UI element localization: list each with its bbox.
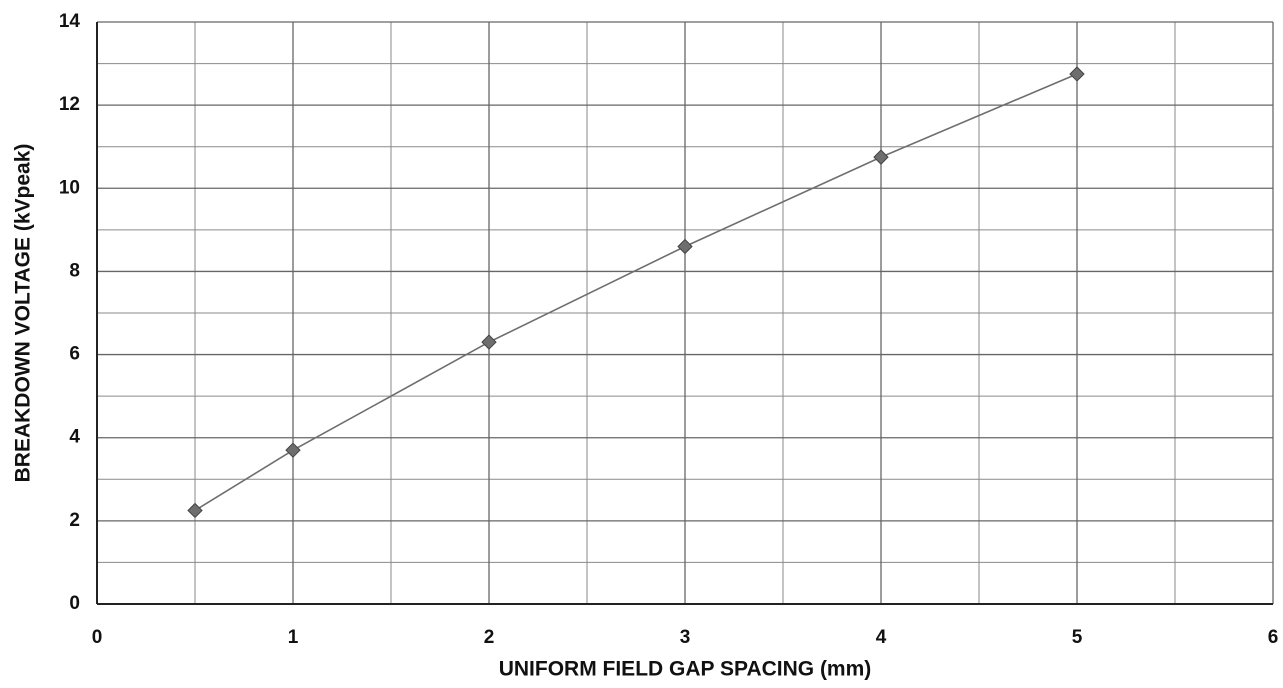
y-tick-label: 2 [69, 510, 80, 531]
y-tick-label: 0 [69, 593, 80, 614]
x-tick-label: 4 [876, 627, 887, 648]
x-tick-label: 3 [680, 627, 691, 648]
y-tick-label: 14 [59, 11, 81, 32]
y-tick-label: 6 [69, 344, 80, 365]
x-tick-label: 5 [1072, 627, 1083, 648]
y-tick-label: 12 [59, 94, 80, 115]
x-tick-label: 6 [1268, 627, 1279, 648]
data-line [194, 73, 1078, 512]
data-point [677, 238, 693, 255]
x-tick-label: 0 [92, 627, 103, 648]
data-point [285, 442, 301, 458]
data-point [481, 334, 497, 350]
data-point [1069, 66, 1085, 82]
x-axis-label: UNIFORM FIELD GAP SPACING (mm) [499, 658, 872, 681]
y-tick-label: 10 [59, 177, 80, 198]
x-tick-label: 1 [288, 627, 299, 648]
x-tick-label: 2 [484, 627, 495, 648]
y-axis-label: BREAKDOWN VOLTAGE (kVpeak) [12, 144, 35, 483]
data-point [873, 149, 889, 165]
data-point [187, 502, 203, 519]
y-tick-label: 4 [69, 427, 80, 448]
y-tick-label: 8 [69, 260, 80, 281]
